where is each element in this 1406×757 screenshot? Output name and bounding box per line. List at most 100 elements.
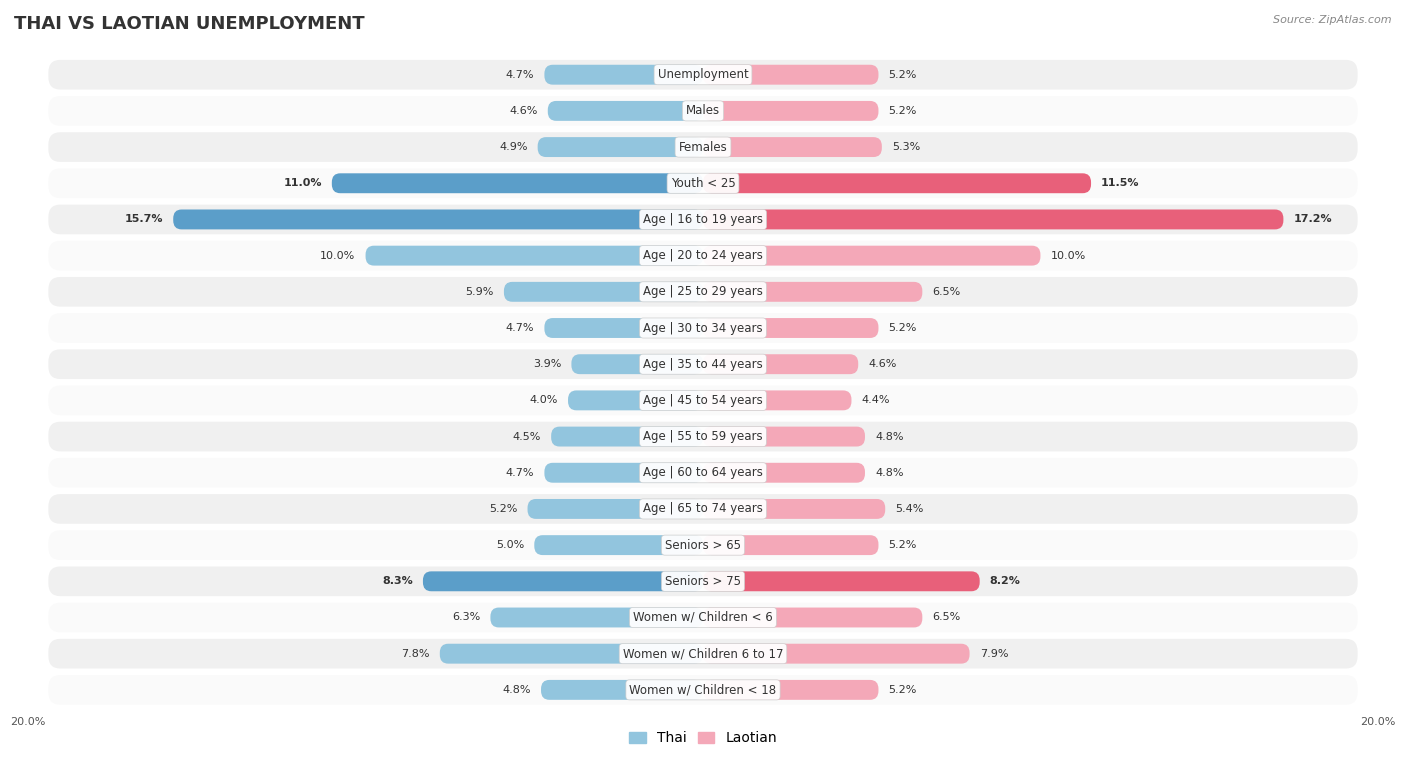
FancyBboxPatch shape xyxy=(48,60,1358,89)
FancyBboxPatch shape xyxy=(48,531,1358,560)
Text: 4.8%: 4.8% xyxy=(875,431,904,441)
FancyBboxPatch shape xyxy=(48,168,1358,198)
Text: Seniors > 75: Seniors > 75 xyxy=(665,575,741,587)
Text: 5.2%: 5.2% xyxy=(889,70,917,79)
Text: Age | 20 to 24 years: Age | 20 to 24 years xyxy=(643,249,763,262)
FancyBboxPatch shape xyxy=(703,101,879,121)
Text: Age | 35 to 44 years: Age | 35 to 44 years xyxy=(643,358,763,371)
FancyBboxPatch shape xyxy=(703,643,970,664)
Text: 4.8%: 4.8% xyxy=(502,685,531,695)
Text: Age | 45 to 54 years: Age | 45 to 54 years xyxy=(643,394,763,407)
Text: 4.4%: 4.4% xyxy=(862,395,890,406)
FancyBboxPatch shape xyxy=(703,535,879,555)
Text: Women w/ Children < 6: Women w/ Children < 6 xyxy=(633,611,773,624)
Text: 4.6%: 4.6% xyxy=(509,106,537,116)
Text: THAI VS LAOTIAN UNEMPLOYMENT: THAI VS LAOTIAN UNEMPLOYMENT xyxy=(14,15,364,33)
Text: 4.7%: 4.7% xyxy=(506,468,534,478)
Text: 5.2%: 5.2% xyxy=(889,106,917,116)
Text: 17.2%: 17.2% xyxy=(1294,214,1331,224)
FancyBboxPatch shape xyxy=(48,639,1358,668)
Text: 15.7%: 15.7% xyxy=(125,214,163,224)
FancyBboxPatch shape xyxy=(544,65,703,85)
FancyBboxPatch shape xyxy=(551,427,703,447)
FancyBboxPatch shape xyxy=(534,535,703,555)
Text: 7.9%: 7.9% xyxy=(980,649,1008,659)
FancyBboxPatch shape xyxy=(48,494,1358,524)
FancyBboxPatch shape xyxy=(48,422,1358,451)
FancyBboxPatch shape xyxy=(568,391,703,410)
FancyBboxPatch shape xyxy=(703,246,1040,266)
FancyBboxPatch shape xyxy=(527,499,703,519)
FancyBboxPatch shape xyxy=(703,354,858,374)
Text: Women w/ Children < 18: Women w/ Children < 18 xyxy=(630,684,776,696)
FancyBboxPatch shape xyxy=(703,65,879,85)
Text: Seniors > 65: Seniors > 65 xyxy=(665,539,741,552)
Text: Age | 60 to 64 years: Age | 60 to 64 years xyxy=(643,466,763,479)
FancyBboxPatch shape xyxy=(703,499,886,519)
Text: Females: Females xyxy=(679,141,727,154)
Text: 5.4%: 5.4% xyxy=(896,504,924,514)
FancyBboxPatch shape xyxy=(48,458,1358,488)
FancyBboxPatch shape xyxy=(423,572,703,591)
FancyBboxPatch shape xyxy=(491,608,703,628)
Text: 6.3%: 6.3% xyxy=(453,612,481,622)
FancyBboxPatch shape xyxy=(366,246,703,266)
FancyBboxPatch shape xyxy=(537,137,703,157)
FancyBboxPatch shape xyxy=(703,318,879,338)
FancyBboxPatch shape xyxy=(48,277,1358,307)
Text: 10.0%: 10.0% xyxy=(321,251,356,260)
Text: Age | 30 to 34 years: Age | 30 to 34 years xyxy=(643,322,763,335)
FancyBboxPatch shape xyxy=(703,608,922,628)
Text: 5.0%: 5.0% xyxy=(496,540,524,550)
FancyBboxPatch shape xyxy=(48,566,1358,597)
FancyBboxPatch shape xyxy=(703,680,879,699)
FancyBboxPatch shape xyxy=(48,204,1358,234)
Text: Unemployment: Unemployment xyxy=(658,68,748,81)
Text: 5.2%: 5.2% xyxy=(889,323,917,333)
Text: 4.6%: 4.6% xyxy=(869,359,897,369)
FancyBboxPatch shape xyxy=(544,318,703,338)
FancyBboxPatch shape xyxy=(48,241,1358,270)
Text: 8.2%: 8.2% xyxy=(990,576,1021,587)
Text: Youth < 25: Youth < 25 xyxy=(671,177,735,190)
FancyBboxPatch shape xyxy=(48,313,1358,343)
FancyBboxPatch shape xyxy=(48,675,1358,705)
FancyBboxPatch shape xyxy=(548,101,703,121)
Text: Age | 25 to 29 years: Age | 25 to 29 years xyxy=(643,285,763,298)
Text: 11.5%: 11.5% xyxy=(1101,178,1140,188)
Text: 5.2%: 5.2% xyxy=(489,504,517,514)
Text: 11.0%: 11.0% xyxy=(283,178,322,188)
Text: Age | 55 to 59 years: Age | 55 to 59 years xyxy=(643,430,763,443)
FancyBboxPatch shape xyxy=(703,282,922,302)
FancyBboxPatch shape xyxy=(703,137,882,157)
Text: 3.9%: 3.9% xyxy=(533,359,561,369)
FancyBboxPatch shape xyxy=(703,210,1284,229)
Text: 4.7%: 4.7% xyxy=(506,323,534,333)
Text: 4.8%: 4.8% xyxy=(875,468,904,478)
Text: 6.5%: 6.5% xyxy=(932,612,960,622)
FancyBboxPatch shape xyxy=(332,173,703,193)
Text: Women w/ Children 6 to 17: Women w/ Children 6 to 17 xyxy=(623,647,783,660)
FancyBboxPatch shape xyxy=(703,391,852,410)
FancyBboxPatch shape xyxy=(703,173,1091,193)
FancyBboxPatch shape xyxy=(440,643,703,664)
FancyBboxPatch shape xyxy=(703,427,865,447)
Legend: Thai, Laotian: Thai, Laotian xyxy=(623,726,783,751)
FancyBboxPatch shape xyxy=(48,385,1358,415)
Text: 7.8%: 7.8% xyxy=(401,649,430,659)
Text: Source: ZipAtlas.com: Source: ZipAtlas.com xyxy=(1274,15,1392,25)
Text: 6.5%: 6.5% xyxy=(932,287,960,297)
FancyBboxPatch shape xyxy=(503,282,703,302)
Text: 5.2%: 5.2% xyxy=(889,685,917,695)
Text: 5.3%: 5.3% xyxy=(891,142,920,152)
FancyBboxPatch shape xyxy=(48,132,1358,162)
FancyBboxPatch shape xyxy=(703,463,865,483)
Text: 4.0%: 4.0% xyxy=(530,395,558,406)
FancyBboxPatch shape xyxy=(571,354,703,374)
Text: 5.2%: 5.2% xyxy=(889,540,917,550)
FancyBboxPatch shape xyxy=(48,350,1358,379)
Text: Age | 16 to 19 years: Age | 16 to 19 years xyxy=(643,213,763,226)
Text: 4.9%: 4.9% xyxy=(499,142,527,152)
Text: 8.3%: 8.3% xyxy=(382,576,413,587)
Text: 5.9%: 5.9% xyxy=(465,287,494,297)
